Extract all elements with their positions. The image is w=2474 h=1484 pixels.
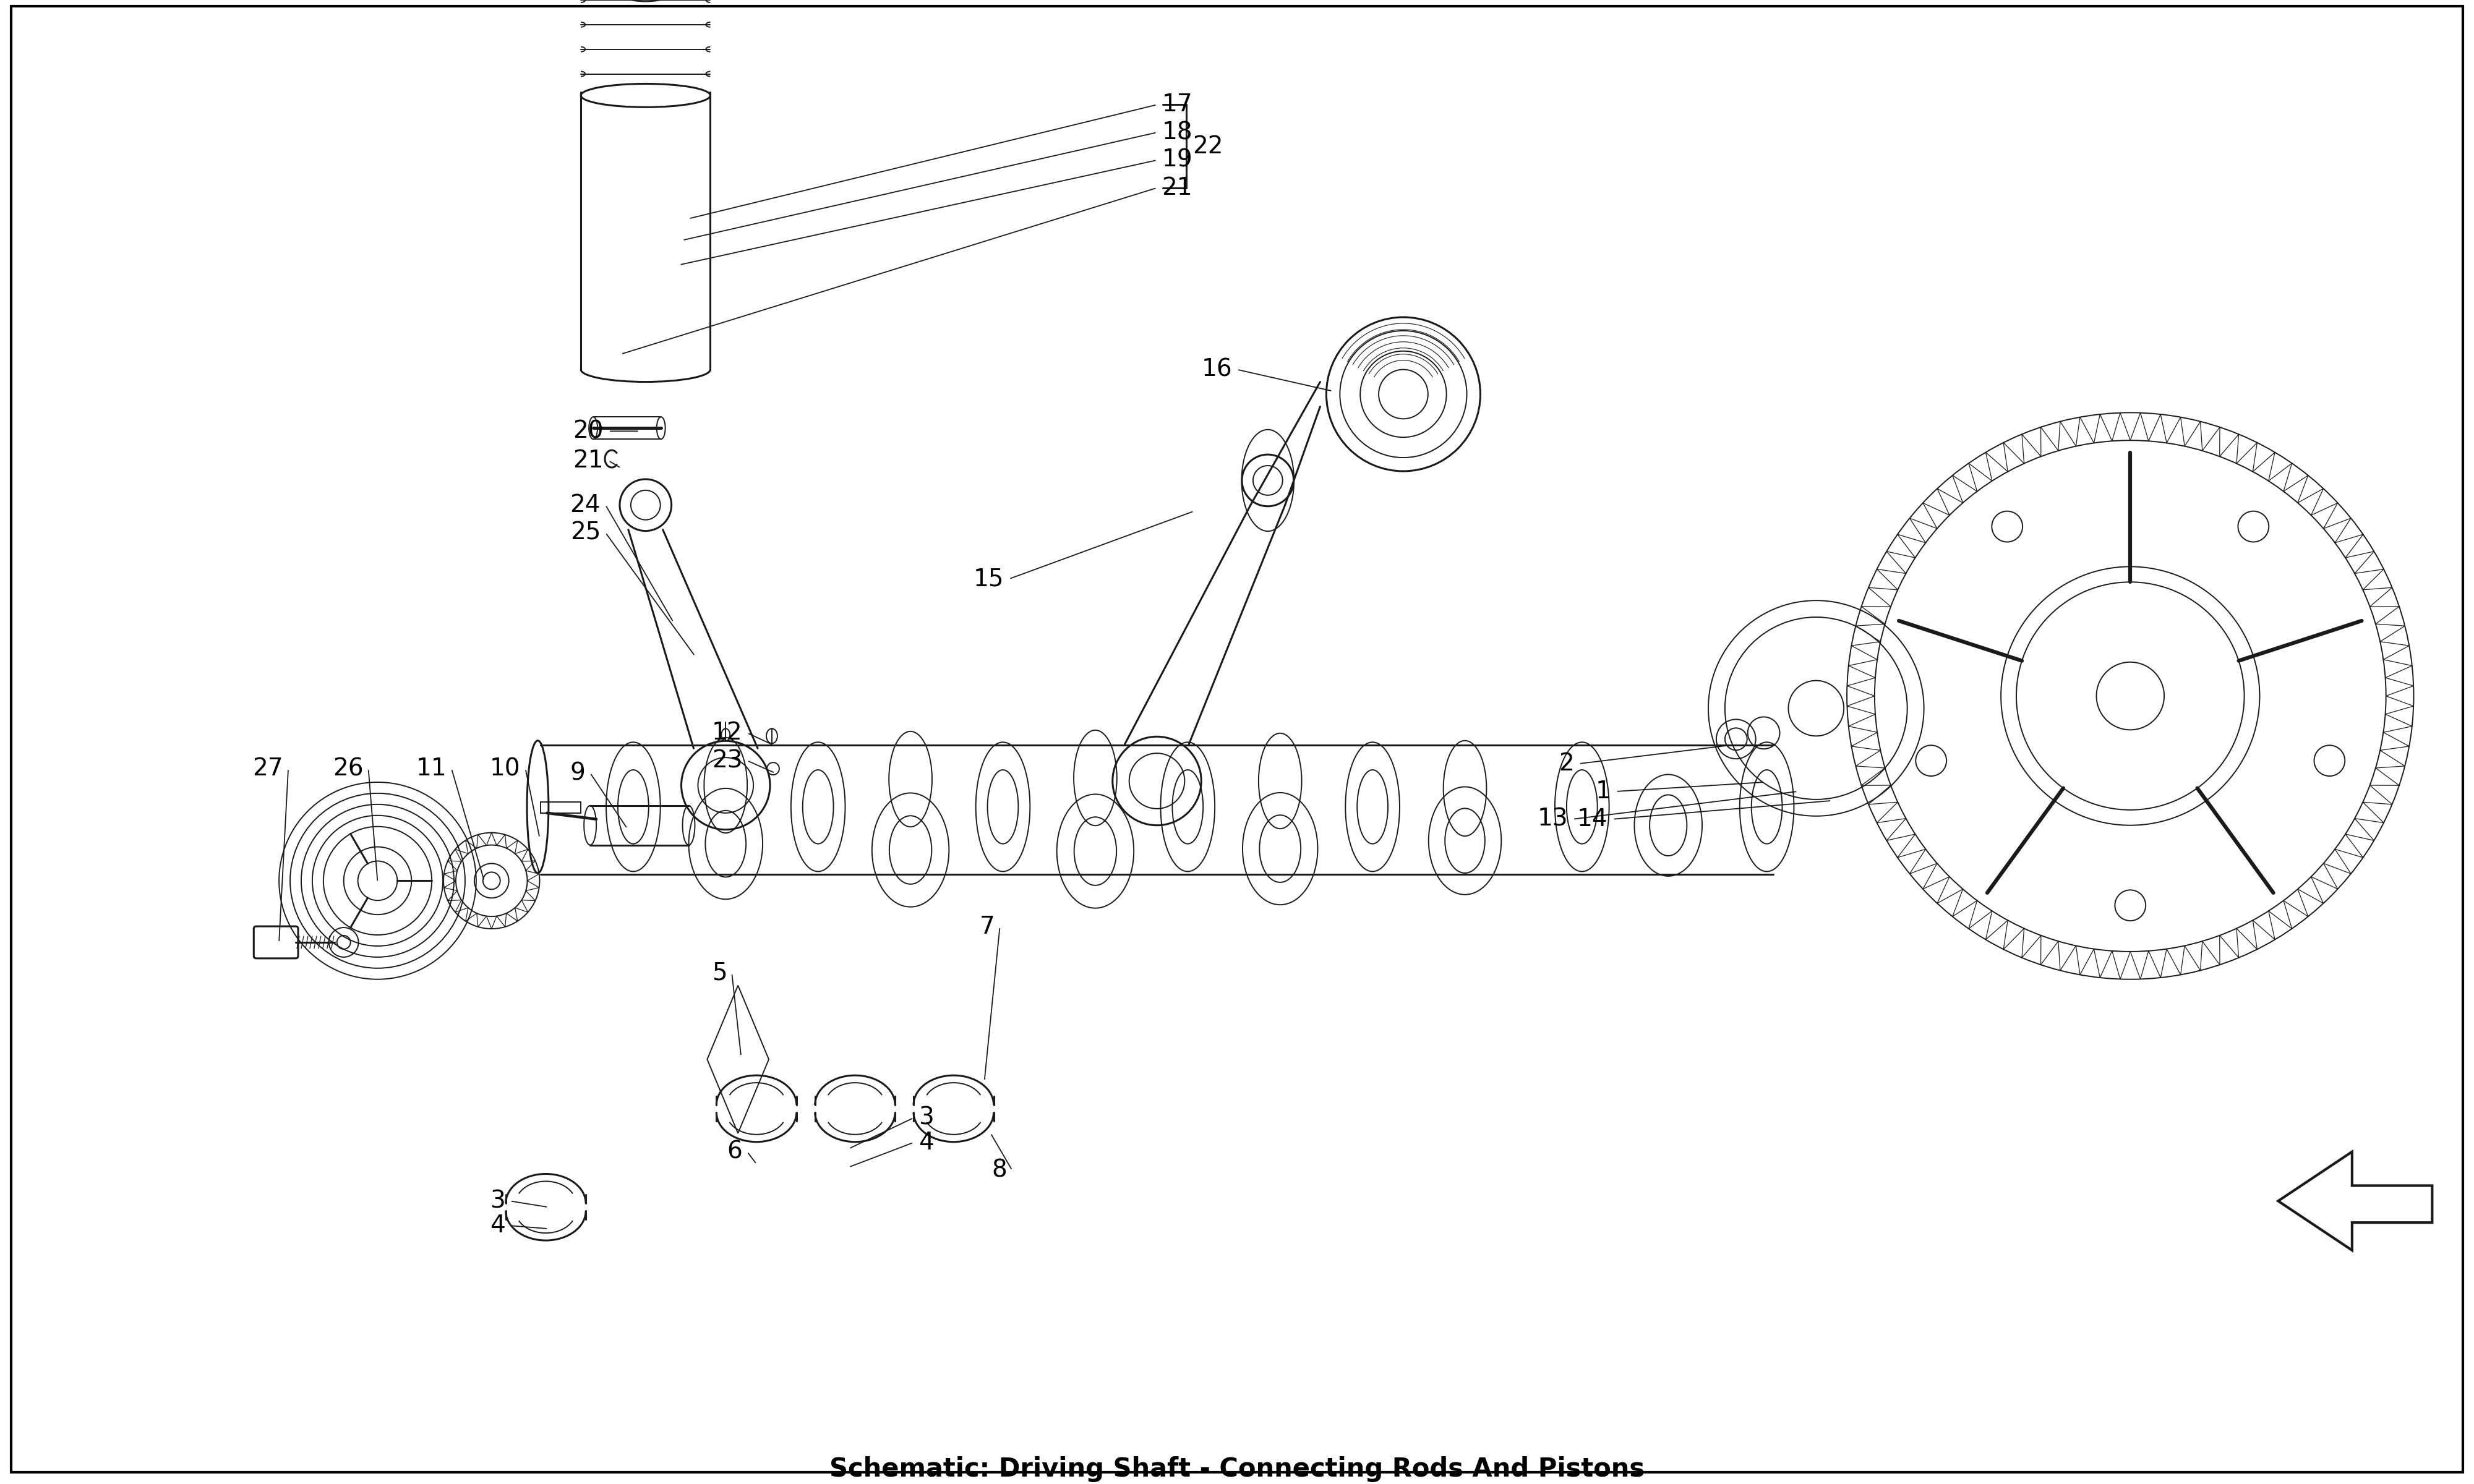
Text: 8: 8 (992, 1159, 1007, 1181)
Text: 6: 6 (727, 1140, 742, 1163)
Text: 26: 26 (332, 757, 364, 781)
Text: Schematic: Driving Shaft - Connecting Rods And Pistons: Schematic: Driving Shaft - Connecting Ro… (829, 1456, 1645, 1483)
Text: 13: 13 (1536, 807, 1569, 831)
Text: 2: 2 (1559, 752, 1573, 776)
Text: 4: 4 (490, 1214, 505, 1238)
Text: 11: 11 (416, 757, 448, 781)
Text: 21: 21 (1163, 177, 1192, 199)
Text: 3: 3 (490, 1189, 505, 1212)
Text: 22: 22 (1192, 135, 1222, 157)
Text: 19: 19 (1163, 148, 1192, 172)
Text: 17: 17 (1163, 93, 1192, 116)
Text: 1: 1 (1596, 779, 1611, 803)
Text: 16: 16 (1202, 358, 1232, 381)
Text: 20: 20 (574, 420, 604, 442)
Text: 12: 12 (713, 721, 742, 745)
Text: 7: 7 (980, 916, 995, 939)
Text: 14: 14 (1578, 807, 1608, 831)
Text: 27: 27 (252, 757, 285, 781)
Text: 10: 10 (490, 757, 520, 781)
Text: 4: 4 (918, 1131, 933, 1155)
Text: 18: 18 (1163, 120, 1192, 144)
Text: 24: 24 (569, 493, 601, 516)
Text: 9: 9 (569, 761, 586, 785)
Text: 5: 5 (713, 962, 727, 985)
Text: 21: 21 (574, 450, 604, 472)
Bar (542, 801, 581, 813)
Text: 25: 25 (569, 521, 601, 545)
Text: 23: 23 (713, 749, 742, 772)
Text: 15: 15 (972, 567, 1004, 591)
Text: 3: 3 (918, 1106, 933, 1129)
